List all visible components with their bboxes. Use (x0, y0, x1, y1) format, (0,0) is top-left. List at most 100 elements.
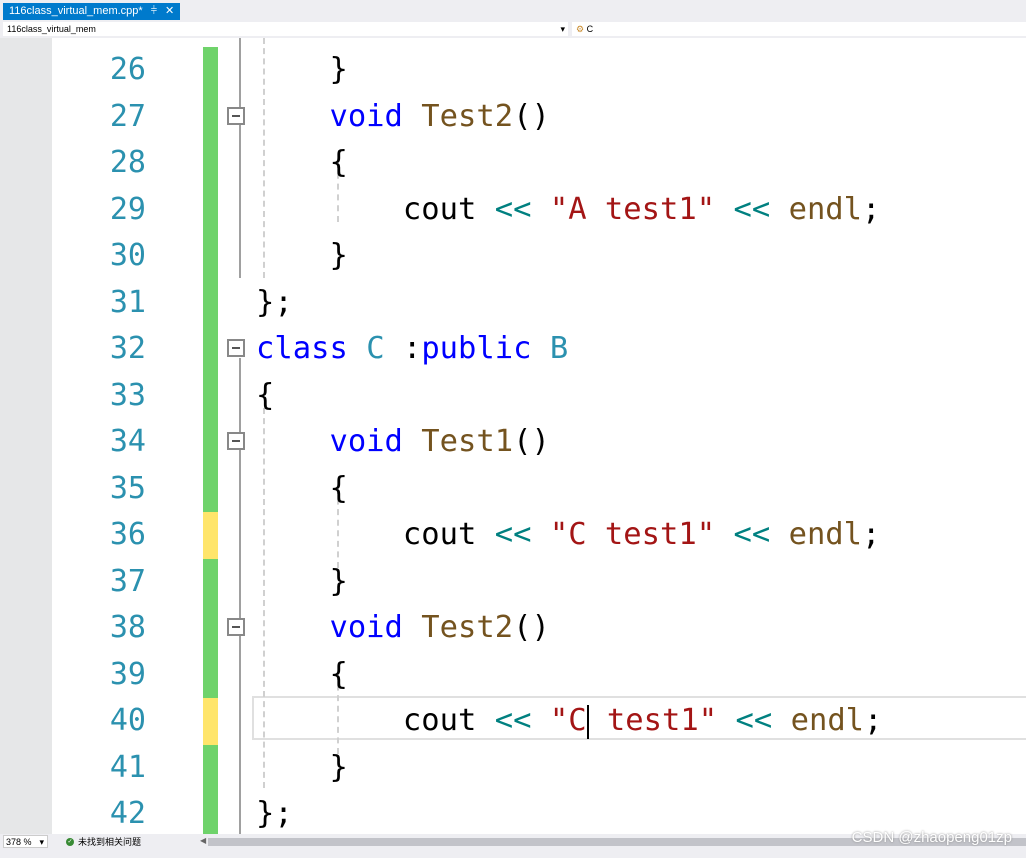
code-line[interactable]: 33 { (0, 372, 1026, 420)
line-number: 26 (109, 52, 146, 87)
collapse-icon[interactable] (227, 106, 245, 125)
code-text[interactable]: { (256, 373, 274, 420)
change-indicator (203, 512, 218, 559)
class-icon: ⚙ (576, 24, 585, 34)
code-token (531, 192, 549, 227)
code-token (256, 99, 329, 134)
code-token: endl (790, 703, 865, 738)
code-line[interactable]: 39 { (0, 651, 1026, 699)
change-indicator (203, 744, 218, 791)
change-indicator (203, 279, 218, 326)
code-text[interactable]: void Test2() (256, 605, 549, 652)
code-token: B (549, 331, 569, 366)
project-name: 116class_virtual_mem (7, 24, 96, 34)
code-line[interactable]: 32 class C :public B (0, 326, 1026, 373)
code-token: "A test1" (549, 191, 716, 227)
code-line[interactable]: 40 cout << "C test1" << endl; (0, 698, 1026, 745)
code-line[interactable]: 42}; (0, 791, 1026, 834)
change-indicator (203, 698, 218, 745)
indent-guide (263, 38, 265, 278)
code-line[interactable]: 36 cout << "C test1" << endl; (0, 512, 1026, 559)
line-number: 30 (109, 238, 146, 273)
code-text[interactable]: cout << "C test1" << endl; (256, 512, 881, 559)
code-token (403, 424, 421, 459)
code-line[interactable]: 35 { (0, 465, 1026, 513)
code-line[interactable]: 37 } (0, 558, 1026, 606)
code-token (770, 192, 788, 227)
change-indicator (203, 465, 218, 512)
horizontal-scrollbar[interactable] (208, 838, 1026, 846)
code-token: } (256, 563, 348, 599)
scope-name: C (586, 24, 594, 34)
code-token (715, 192, 733, 227)
code-text[interactable]: } (256, 559, 348, 606)
code-line[interactable]: 34 void Test1() (0, 419, 1026, 466)
issues-text: 未找到相关问题 (78, 837, 142, 847)
code-token: () (513, 98, 550, 134)
code-text[interactable]: { (256, 652, 348, 699)
collapse-icon[interactable] (227, 339, 245, 357)
code-token: () (513, 424, 550, 459)
code-token: Test2 (421, 98, 514, 134)
code-token: }; (256, 796, 293, 831)
pin-icon[interactable]: ⫩ (150, 5, 158, 17)
status-bar: 378 % ▾ ✓ 未找到相关问题 ◀ (0, 834, 1026, 850)
code-token (403, 99, 421, 134)
code-text[interactable]: void Test2() (256, 94, 550, 141)
code-token: << (733, 191, 771, 227)
line-number: 28 (109, 145, 146, 180)
issues-indicator[interactable]: ✓ 未找到相关问题 (66, 836, 141, 848)
chevron-down-icon: ▾ (39, 837, 44, 847)
indent-guide (337, 162, 339, 222)
code-text[interactable]: cout << "A test1" << endl; (256, 187, 881, 234)
code-text[interactable]: cout << "C test1" << endl; (256, 698, 882, 745)
change-indicator (203, 233, 218, 280)
code-text[interactable]: }; (256, 791, 293, 834)
collapse-icon[interactable] (227, 618, 245, 636)
code-editor[interactable]: 26 } 27 void Test2() 28 {29 cout << "A tes… (0, 38, 1026, 834)
code-line[interactable]: 28 { (0, 140, 1026, 187)
code-text[interactable]: } (256, 745, 348, 792)
code-text[interactable]: } (256, 233, 347, 280)
code-text[interactable]: class C :public B (256, 326, 568, 373)
code-text[interactable]: } (256, 47, 347, 94)
line-number: 39 (109, 656, 146, 692)
code-token: { (256, 656, 348, 692)
close-icon[interactable]: ✕ (165, 5, 175, 17)
current-line-highlight (252, 696, 1026, 740)
code-line[interactable]: 30 } (0, 233, 1026, 280)
code-line[interactable]: 26 } (0, 47, 1026, 94)
change-indicator (203, 419, 218, 466)
code-line[interactable]: 29 cout << "A test1" << endl; (0, 186, 1026, 234)
zoom-dropdown[interactable]: 378 % ▾ (3, 835, 48, 848)
scroll-left-icon[interactable]: ◀ (200, 836, 207, 845)
code-line[interactable]: 38 void Test2() (0, 605, 1026, 652)
code-token: "C test1" (549, 517, 716, 552)
code-token: endl (788, 517, 863, 552)
code-token (532, 331, 550, 366)
line-number: 31 (109, 284, 146, 320)
line-number: 42 (109, 796, 146, 831)
code-token: } (256, 749, 348, 785)
tab-file[interactable]: 116class_virtual_mem.cpp* ⫩ ✕ (3, 3, 181, 20)
code-line[interactable]: 27 void Test2() (0, 93, 1026, 141)
scope-dropdown[interactable]: ⚙ C (572, 22, 1026, 36)
code-token (256, 424, 329, 459)
code-text[interactable]: { (256, 140, 347, 187)
code-line[interactable]: 31}; (0, 279, 1026, 327)
code-token: "C (549, 703, 587, 738)
change-indicator (203, 651, 218, 698)
code-text[interactable]: }; (256, 280, 293, 327)
change-indicator (203, 47, 218, 94)
code-token (531, 703, 549, 738)
code-token: << (733, 517, 771, 552)
project-dropdown[interactable]: 116class_virtual_mem ▾ (3, 22, 568, 36)
code-text[interactable]: void Test1() (256, 419, 550, 466)
indent-guide (337, 674, 339, 754)
fold-guide (239, 38, 241, 278)
code-line[interactable]: 41 } (0, 744, 1026, 792)
collapse-icon[interactable] (227, 432, 245, 450)
code-text[interactable]: { (256, 466, 348, 513)
code-token: { (256, 470, 348, 506)
code-token: Test2 (421, 610, 514, 645)
